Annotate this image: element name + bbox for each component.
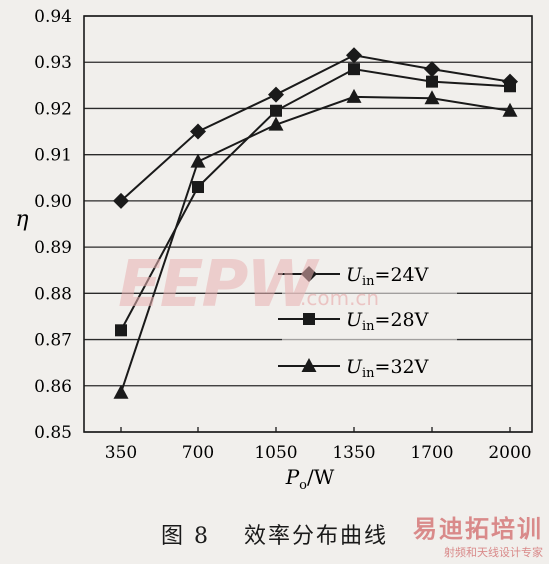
series-0-point-4 (424, 61, 440, 78)
y-axis-label: η (15, 207, 28, 232)
y-tick-label-6: 0.91 (34, 146, 72, 166)
series-line-2 (120, 95, 511, 394)
series-2-point-4 (424, 90, 440, 105)
series-0-point-2 (268, 86, 284, 103)
series-2-point-5 (502, 102, 518, 117)
legend: Uin=24V Uin=28V Uin=32V (278, 258, 457, 381)
corner-watermark-title: 易迪拓培训 (413, 515, 543, 543)
series-line-0 (120, 54, 511, 202)
legend-label-0: Uin=24V (346, 264, 429, 289)
x-tick-label-1: 700 (182, 443, 214, 463)
series-2 (113, 88, 518, 399)
series-2-point-0 (113, 384, 129, 399)
y-tick-label-1: 0.86 (34, 377, 72, 397)
y-tick-label-9: 0.94 (34, 7, 72, 27)
y-tick-label-4: 0.89 (34, 238, 72, 258)
y-tick-labels: 0.85 0.86 0.87 0.88 0.89 0.90 0.91 0.92 0.93 0.94 (34, 7, 72, 443)
legend-marker-2 (301, 358, 317, 372)
figure-title: 效率分布曲线 (243, 524, 388, 549)
legend-label-2: Uin=32V (346, 356, 429, 381)
series-2-point-3 (346, 88, 362, 103)
series-1-point-5 (504, 80, 516, 93)
corner-watermark-subtitle: 射频和天线设计专家 (444, 546, 543, 559)
y-tick-label-7: 0.92 (34, 99, 72, 119)
x-tick-label-4: 1700 (410, 443, 453, 463)
x-axis-label-unit: /W (307, 465, 335, 489)
watermark-logo: EEPW (118, 248, 317, 322)
y-tick-label-5: 0.90 (34, 192, 72, 212)
series-0-point-1 (190, 123, 206, 140)
series-0-point-3 (346, 47, 362, 64)
legend-label-1: Uin=28V (346, 309, 429, 334)
legend-marker-1 (303, 313, 315, 325)
x-axis-label-sub: o (299, 478, 307, 493)
y-tick-label-2: 0.87 (34, 331, 72, 351)
x-tick-label-5: 2000 (488, 443, 531, 463)
series-2-point-2 (268, 116, 284, 131)
series-2-point-1 (190, 153, 206, 168)
corner-watermark: 易迪拓培训 射频和天线设计专家 (413, 509, 543, 560)
x-tick-label-2: 1050 (254, 443, 297, 463)
y-tick-label-8: 0.93 (34, 53, 72, 73)
x-tick-labels: 350 700 1050 1350 1700 2000 (105, 427, 532, 463)
figure-caption: 图 8 效率分布曲线 (0, 518, 549, 550)
legend-marker-0 (301, 266, 317, 282)
series-0-point-0 (113, 192, 129, 209)
series-1-point-4 (426, 75, 438, 88)
y-tick-label-3: 0.88 (34, 284, 72, 304)
x-axis-label-main: P (285, 465, 300, 489)
figure-number: 图 8 (160, 524, 210, 549)
series-1-point-2 (270, 104, 282, 117)
y-tick-label-0: 0.85 (34, 423, 72, 443)
series-1-point-3 (348, 63, 360, 76)
plot-frame (83, 15, 533, 433)
plot-border (83, 15, 533, 433)
series-1-point-0 (115, 324, 127, 337)
x-axis-label: Po/W (285, 465, 335, 493)
x-tick-label-0: 350 (105, 443, 137, 463)
series-line-1 (120, 68, 511, 331)
series-1 (115, 63, 516, 337)
x-tick-label-3: 1350 (332, 443, 375, 463)
series-0 (113, 47, 518, 209)
series-group (113, 47, 518, 399)
series-1-point-1 (192, 181, 204, 194)
watermark-site: .com.cn (300, 286, 380, 310)
